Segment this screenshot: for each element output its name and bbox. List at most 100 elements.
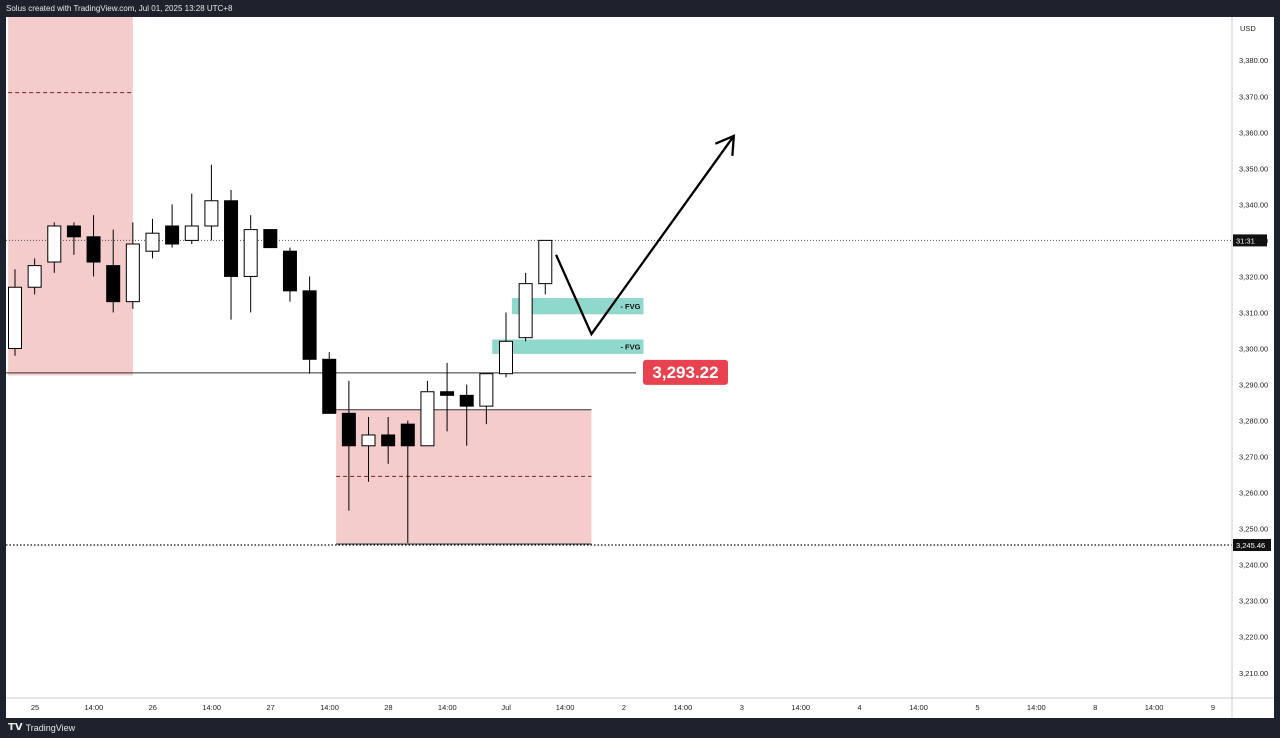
time-tick-label: 27	[266, 703, 274, 712]
candle-5	[106, 229, 121, 313]
candle-4	[86, 215, 101, 277]
time-tick-label: 14:00	[791, 703, 810, 712]
price-tick-label: 3,280.00	[1239, 417, 1268, 426]
candle-2	[47, 222, 62, 273]
time-tick-label: 5	[975, 703, 979, 712]
time-tick-label: 9	[1211, 703, 1215, 712]
time-tick-label: Jul	[501, 703, 511, 712]
candle-16	[322, 352, 337, 414]
candle-body-bear	[440, 391, 455, 396]
price-tick-label: 3,260.00	[1239, 489, 1268, 498]
candle-14	[282, 247, 297, 302]
candle-26	[518, 272, 533, 342]
time-tick-label: 28	[384, 703, 392, 712]
tv-brand-label: TradingView	[25, 722, 76, 733]
candle-body-bear	[341, 412, 356, 447]
price-tick-label: 3,290.00	[1239, 381, 1268, 390]
candle-1	[27, 258, 42, 295]
candle-body-bear	[282, 250, 297, 292]
candlestick-chart[interactable]: - FVG - FVG 3,293.22 USD 3,380.00 3,370.00 3,3…	[6, 17, 1274, 718]
candle-23	[459, 384, 474, 446]
candle-22	[440, 362, 455, 432]
time-tick-label: 14:00	[202, 703, 221, 712]
price-tick-label: 3,310.00	[1239, 308, 1268, 317]
candle-11	[224, 189, 239, 320]
candle-body-bear	[86, 236, 101, 263]
candle-body-bear	[322, 358, 337, 414]
candle-19	[381, 416, 396, 464]
candle-body-bull	[499, 340, 513, 375]
time-tick-label: 2	[622, 703, 626, 712]
candle-17	[341, 380, 356, 511]
fvg-box-1	[492, 339, 644, 354]
candle-13	[263, 229, 278, 249]
candle-body-bull	[47, 225, 62, 263]
support-price-label: 3,293.22	[652, 363, 718, 382]
candle-body-bull	[361, 434, 376, 447]
current-price-tag-label: 31:31	[1236, 236, 1255, 245]
footer-bar: TV TradingView	[0, 718, 1280, 738]
time-tick-label: 26	[149, 703, 157, 712]
low-price-tag-label: 3,245.46	[1236, 541, 1265, 550]
candle-21	[420, 380, 435, 447]
candle-body-bull	[27, 265, 42, 288]
price-tick-label: 3,270.00	[1239, 453, 1268, 462]
candle-20	[400, 420, 415, 544]
arrow-head-icon	[714, 134, 736, 156]
tv-logo-icon: TV	[8, 722, 23, 733]
caption-bar: Solus created with TradingView.com, Jul …	[0, 0, 1280, 17]
candle-body-bear	[165, 225, 180, 245]
candle-body-bull	[184, 225, 199, 241]
price-tick-label: 3,230.00	[1239, 597, 1268, 606]
candle-body-bear	[302, 290, 317, 360]
time-tick-label: 14:00	[85, 703, 104, 712]
candle-0	[8, 269, 22, 356]
candle-6	[125, 222, 140, 309]
candle-body-bear	[106, 265, 121, 303]
price-tick-label: 3,220.00	[1239, 633, 1268, 642]
price-tick-label: 3,320.00	[1239, 272, 1268, 281]
time-tick-label: 14:00	[1145, 703, 1164, 712]
price-tick-label: 3,300.00	[1239, 344, 1268, 353]
price-tick-label: 3,370.00	[1239, 92, 1268, 101]
candle-body-bull	[145, 232, 160, 252]
time-tick-label: 14:00	[438, 703, 457, 712]
price-tick-label: 3,240.00	[1239, 561, 1268, 570]
candle-10	[204, 164, 219, 241]
zone-box-0	[8, 17, 133, 376]
candle-12	[243, 215, 258, 313]
projection-path	[555, 135, 735, 337]
time-tick-label: 14:00	[909, 703, 928, 712]
candle-body-bull	[8, 286, 22, 349]
candle-body-bear	[66, 225, 81, 238]
candle-8	[165, 204, 180, 248]
candle-9	[184, 193, 199, 244]
price-tick-label: 3,210.00	[1239, 669, 1268, 678]
time-tick-label: 14:00	[674, 703, 693, 712]
tradingview-logo[interactable]: TV TradingView	[8, 722, 75, 733]
candle-27	[538, 239, 553, 295]
price-tick-label: 3,250.00	[1239, 525, 1268, 534]
candle-body-bull	[518, 283, 533, 339]
time-tick-label: 14:00	[556, 703, 575, 712]
candle-3	[66, 222, 81, 255]
price-tick-label: 3,380.00	[1239, 56, 1268, 65]
candle-7	[145, 218, 160, 259]
candle-body-bear	[400, 423, 415, 447]
candle-body-bull	[479, 373, 494, 407]
time-tick-label: 25	[31, 703, 39, 712]
time-tick-label: 14:00	[1027, 703, 1046, 712]
candle-body-bear	[459, 394, 474, 407]
candle-body-bear	[381, 434, 396, 447]
candle-body-bear	[263, 229, 278, 249]
price-tick-label: 3,360.00	[1239, 128, 1268, 137]
fvg-box-0	[511, 298, 644, 315]
candle-18	[361, 416, 376, 482]
chart-frame: - FVG - FVG 3,293.22 USD 3,380.00 3,370.00 3,3…	[6, 17, 1274, 718]
candle-body-bull	[204, 200, 219, 227]
candle-body-bull	[420, 391, 435, 447]
time-tick-label: 14:00	[320, 703, 339, 712]
fvg-label-1: - FVG	[620, 343, 640, 352]
low-price-tag	[1233, 539, 1271, 552]
time-tick-label: 8	[1093, 703, 1097, 712]
